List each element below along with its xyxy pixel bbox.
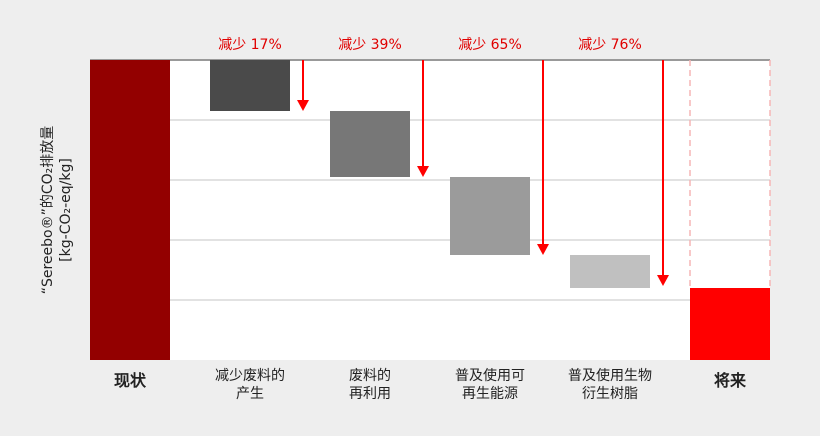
y-axis-label: “Sereebo®”的CO₂排放量 [kg-CO₂-eq/kg] [40, 126, 74, 295]
arrowhead-icon [297, 100, 309, 111]
bar-5 [690, 288, 770, 360]
bar-0 [90, 60, 170, 360]
category-label-0: 现状 [114, 371, 147, 390]
bar-1 [210, 60, 290, 111]
category-label-2: 废料的 [349, 368, 391, 384]
reduction-label-3: 减少 76% [578, 37, 642, 53]
reduction-label-0: 减少 17% [218, 37, 282, 53]
bar-3 [450, 177, 530, 255]
category-label-4: 普及使用生物 [568, 367, 652, 384]
category-label-4: 衍生树脂 [582, 386, 638, 402]
category-label-3: 再生能源 [462, 386, 518, 402]
category-label-1: 产生 [236, 386, 264, 402]
bar-2 [330, 111, 410, 177]
reduction-label-2: 减少 65% [458, 37, 522, 53]
bar-4 [570, 255, 650, 288]
y-axis-label-line-1: “Sereebo®”的CO₂排放量 [40, 126, 56, 295]
category-label-2: 再利用 [349, 386, 391, 402]
y-axis-label-line-2: [kg-CO₂-eq/kg] [58, 158, 74, 262]
arrowhead-icon [657, 275, 669, 286]
category-label-5: 将来 [714, 371, 747, 390]
category-label-3: 普及使用可 [455, 367, 525, 384]
reduction-label-1: 减少 39% [338, 37, 402, 53]
plot-area [90, 60, 770, 360]
category-label-1: 减少废料的 [215, 368, 285, 384]
arrowhead-icon [417, 166, 429, 177]
arrowhead-icon [537, 244, 549, 255]
